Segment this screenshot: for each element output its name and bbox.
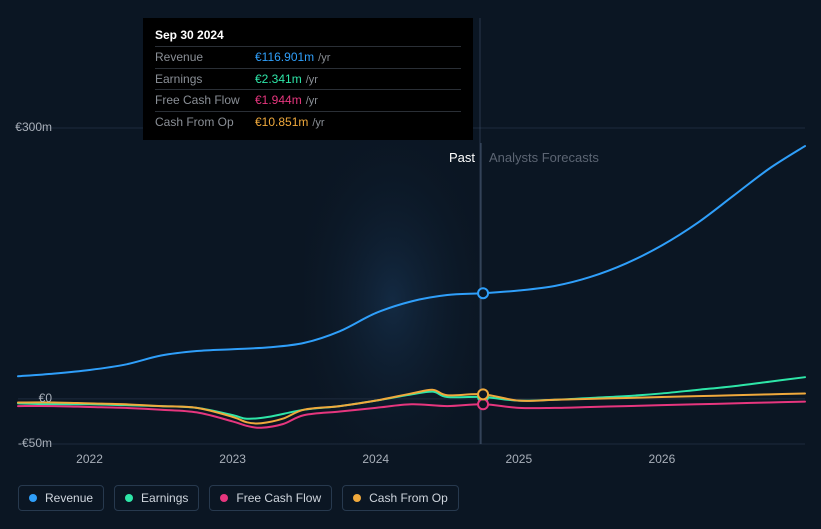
series-marker-free-cash-flow xyxy=(478,399,488,409)
tooltip-row: Free Cash Flow€1.944m/yr xyxy=(155,89,461,111)
series-marker-cash-from-op xyxy=(478,389,488,399)
tooltip-metric-unit: /yr xyxy=(318,50,330,67)
tooltip-metric-value: €116.901m xyxy=(255,48,314,66)
legend-item-earnings[interactable]: Earnings xyxy=(114,485,199,511)
legend-item-free-cash-flow[interactable]: Free Cash Flow xyxy=(209,485,332,511)
tooltip-metric-label: Cash From Op xyxy=(155,113,255,131)
y-axis-tick: -€50m xyxy=(0,436,52,450)
financial-forecast-chart: Sep 30 2024 Revenue€116.901m/yrEarnings€… xyxy=(0,0,821,524)
legend-dot-icon xyxy=(125,494,133,502)
legend-label: Earnings xyxy=(141,491,188,505)
x-axis-tick: 2025 xyxy=(505,452,532,466)
tooltip-metric-label: Free Cash Flow xyxy=(155,91,255,109)
section-label-forecast: Analysts Forecasts xyxy=(489,150,599,165)
x-axis-tick: 2023 xyxy=(219,452,246,466)
y-axis-tick: €300m xyxy=(0,120,52,134)
tooltip-metric-value: €2.341m xyxy=(255,70,302,88)
tooltip-metric-value: €10.851m xyxy=(255,113,308,131)
legend-dot-icon xyxy=(220,494,228,502)
tooltip-row: Revenue€116.901m/yr xyxy=(155,46,461,68)
legend-item-cash-from-op[interactable]: Cash From Op xyxy=(342,485,459,511)
tooltip-metric-unit: /yr xyxy=(306,72,318,89)
legend-label: Free Cash Flow xyxy=(236,491,321,505)
tooltip-metric-value: €1.944m xyxy=(255,91,302,109)
legend-dot-icon xyxy=(29,494,37,502)
tooltip-date: Sep 30 2024 xyxy=(155,26,461,44)
tooltip-metric-unit: /yr xyxy=(312,115,324,132)
y-axis-tick: €0 xyxy=(0,391,52,405)
chart-legend: Revenue Earnings Free Cash Flow Cash From O… xyxy=(18,485,459,511)
tooltip-metric-label: Revenue xyxy=(155,48,255,66)
legend-label: Revenue xyxy=(45,491,93,505)
series-marker-revenue xyxy=(478,288,488,298)
tooltip-row: Earnings€2.341m/yr xyxy=(155,68,461,90)
tooltip-metric-label: Earnings xyxy=(155,70,255,88)
legend-dot-icon xyxy=(353,494,361,502)
tooltip-row: Cash From Op€10.851m/yr xyxy=(155,111,461,133)
x-axis-tick: 2026 xyxy=(649,452,676,466)
legend-label: Cash From Op xyxy=(369,491,448,505)
x-axis-tick: 2022 xyxy=(76,452,103,466)
section-label-past: Past xyxy=(449,150,475,165)
tooltip-metric-unit: /yr xyxy=(306,93,318,110)
chart-tooltip: Sep 30 2024 Revenue€116.901m/yrEarnings€… xyxy=(143,18,473,140)
legend-item-revenue[interactable]: Revenue xyxy=(18,485,104,511)
x-axis-tick: 2024 xyxy=(362,452,389,466)
